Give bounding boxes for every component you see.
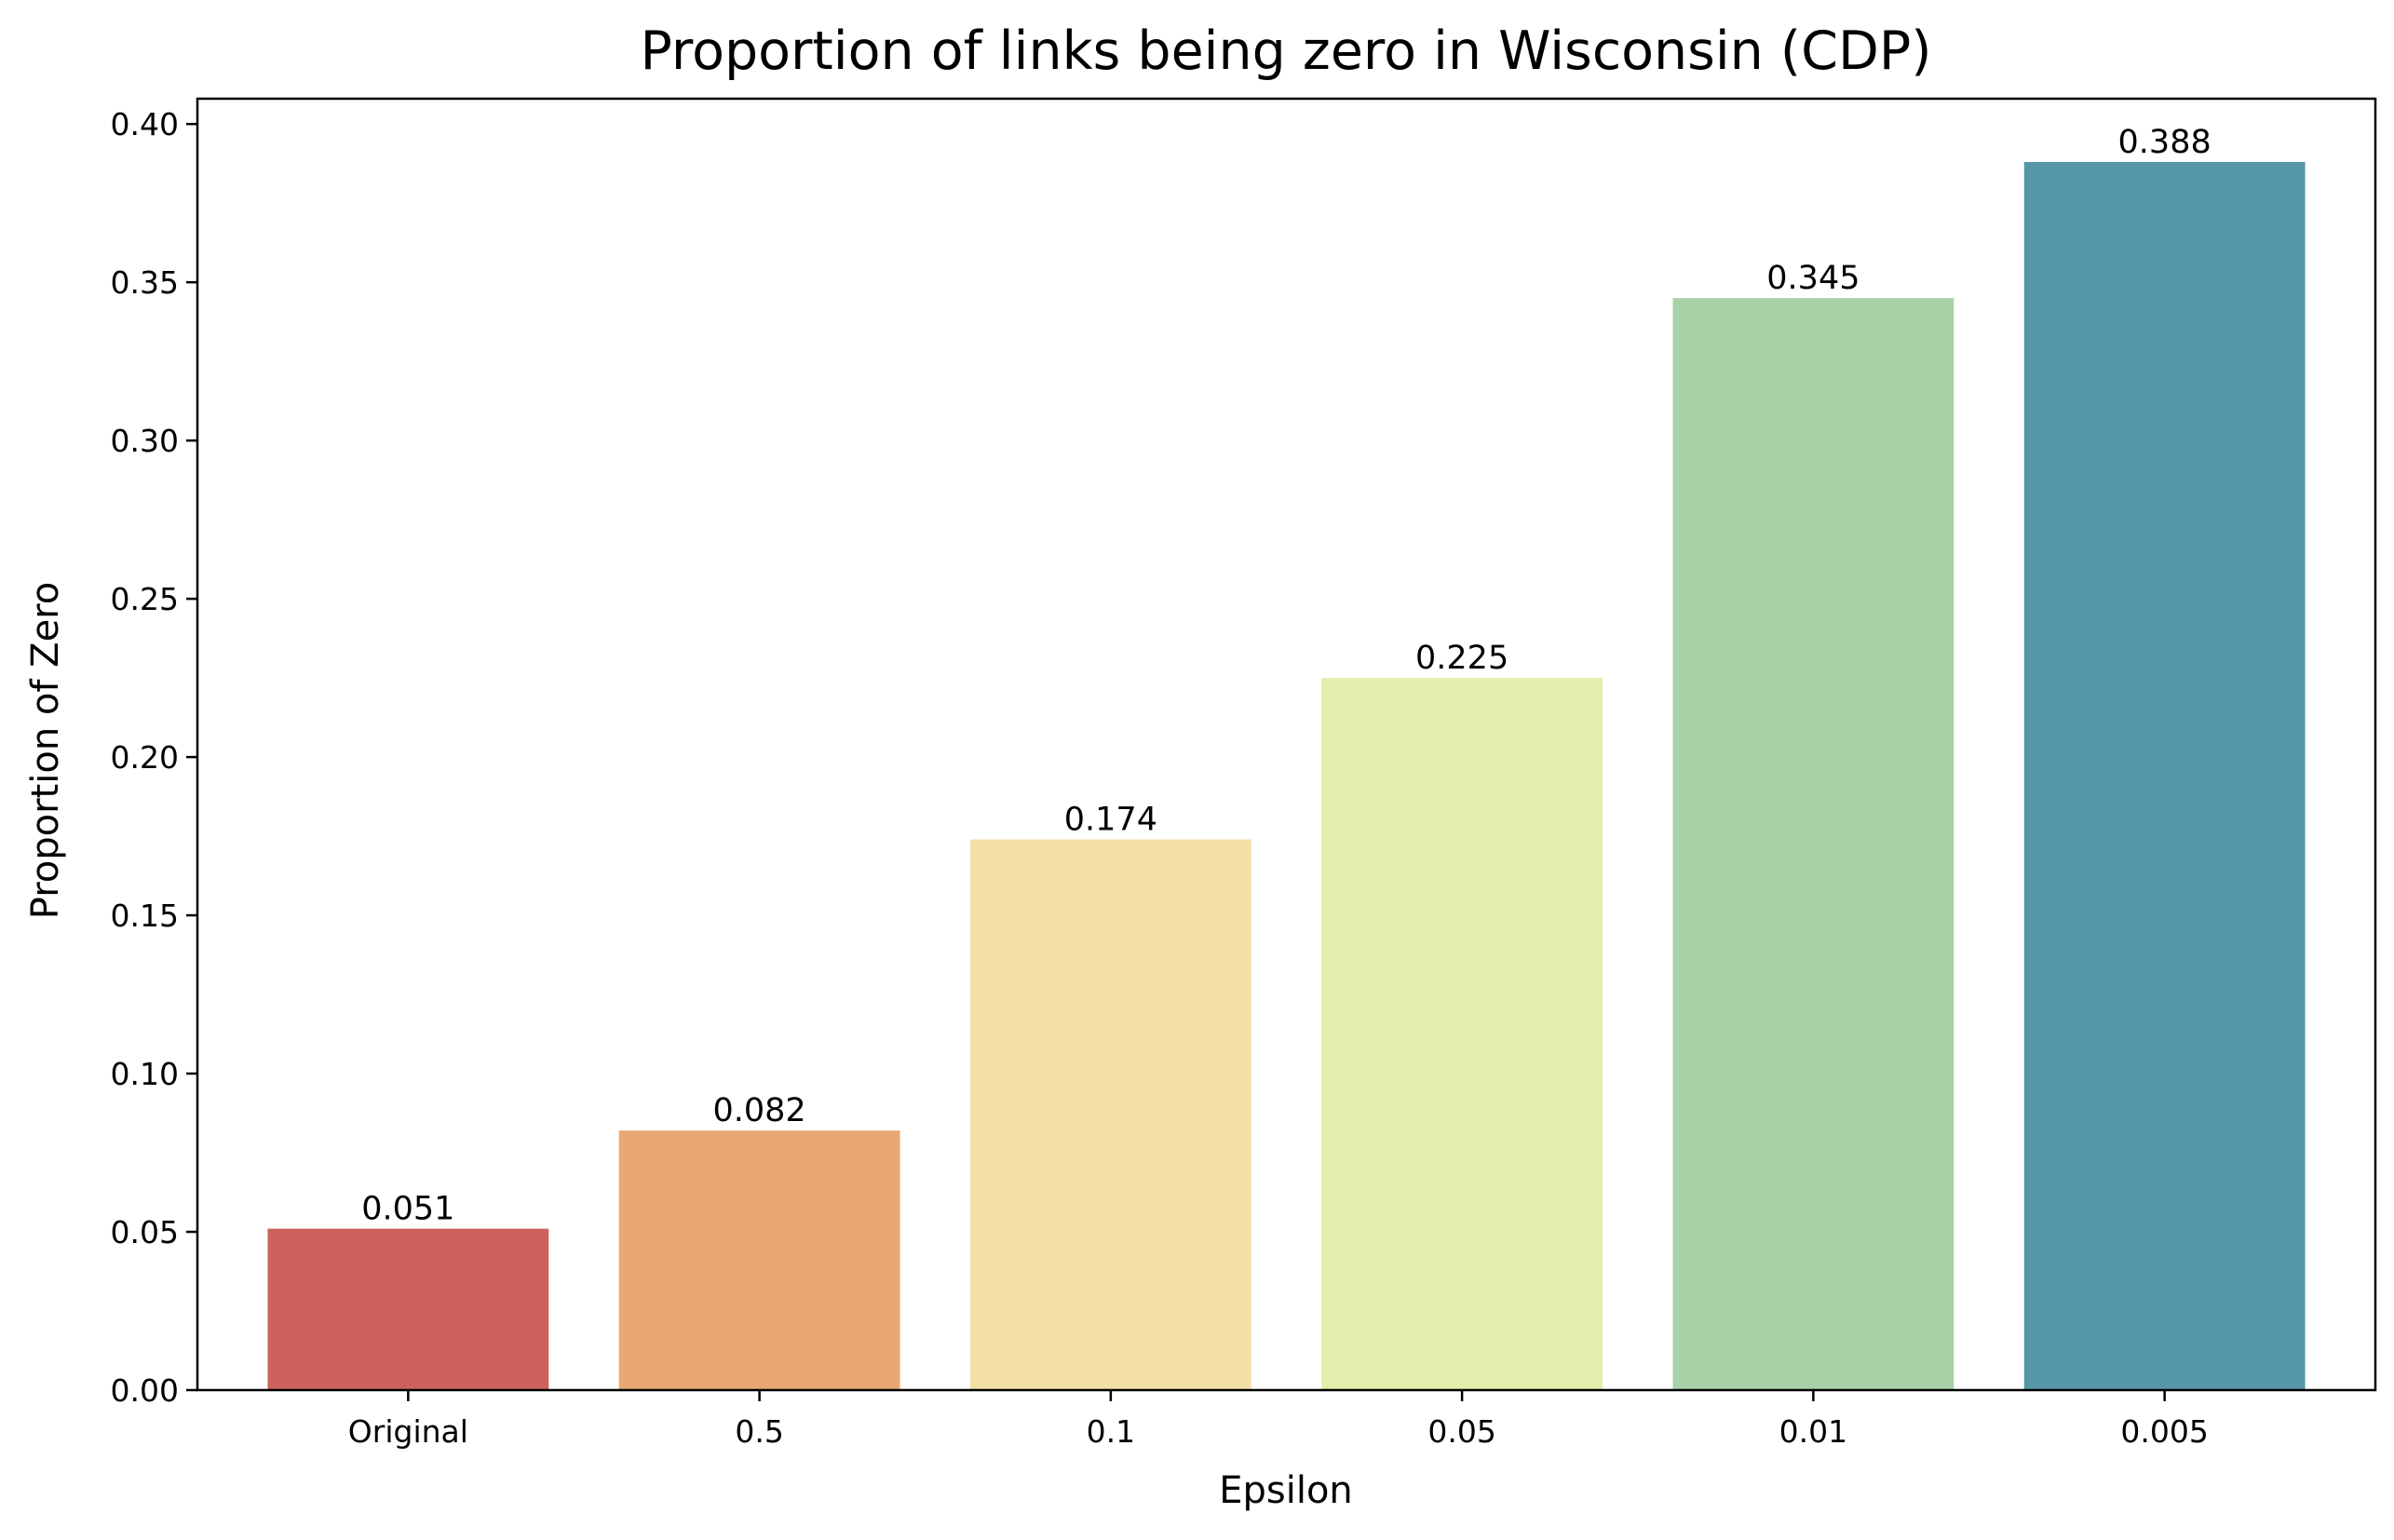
y-tick-label: 0.00 xyxy=(111,1372,179,1409)
bar-value-label: 0.345 xyxy=(1766,260,1860,297)
x-axis-title: Epsilon xyxy=(1219,1469,1353,1512)
y-axis-ticks: 0.00 0.05 0.10 0.15 0.20 0.25 0.30 0.35 0.40 xyxy=(111,106,197,1409)
y-tick-label: 0.10 xyxy=(111,1056,179,1092)
x-tick-label: 0.5 xyxy=(735,1413,783,1450)
y-tick-label: 0.15 xyxy=(111,898,179,934)
chart-title: Proportion of links being zero in Wiscon… xyxy=(641,20,1932,82)
x-tick-label: Original xyxy=(348,1413,468,1450)
y-tick-label: 0.05 xyxy=(111,1214,179,1250)
bar xyxy=(1672,298,1954,1390)
y-axis-title: Proportion of Zero xyxy=(24,582,67,919)
bar xyxy=(969,839,1251,1390)
bar-value-label: 0.388 xyxy=(2118,124,2211,161)
y-tick-label: 0.35 xyxy=(111,264,179,301)
plot-frame xyxy=(196,97,2377,1392)
y-tick-label: 0.40 xyxy=(111,106,179,142)
bar xyxy=(2023,161,2306,1390)
x-tick-label: 0.01 xyxy=(1779,1413,1847,1450)
x-tick-label: 0.05 xyxy=(1427,1413,1495,1450)
y-tick-label: 0.25 xyxy=(111,581,179,617)
x-axis-ticks: Original 0.5 0.1 0.05 0.01 0.005 xyxy=(348,1390,2209,1450)
x-tick-label: 0.005 xyxy=(2120,1413,2208,1450)
bar xyxy=(1321,678,1603,1390)
bar-value-label: 0.082 xyxy=(713,1092,806,1129)
bar-value-label: 0.225 xyxy=(1415,640,1508,677)
y-tick-label: 0.30 xyxy=(111,423,179,459)
y-tick-label: 0.20 xyxy=(111,739,179,776)
x-tick-label: 0.1 xyxy=(1087,1413,1135,1450)
bar xyxy=(267,1228,549,1390)
bar-value-label: 0.051 xyxy=(361,1191,454,1228)
bar xyxy=(618,1130,900,1390)
bar-value-label: 0.174 xyxy=(1064,801,1157,838)
bars-group: 0.051 0.082 0.174 0.225 0.345 0.388 xyxy=(267,124,2306,1390)
